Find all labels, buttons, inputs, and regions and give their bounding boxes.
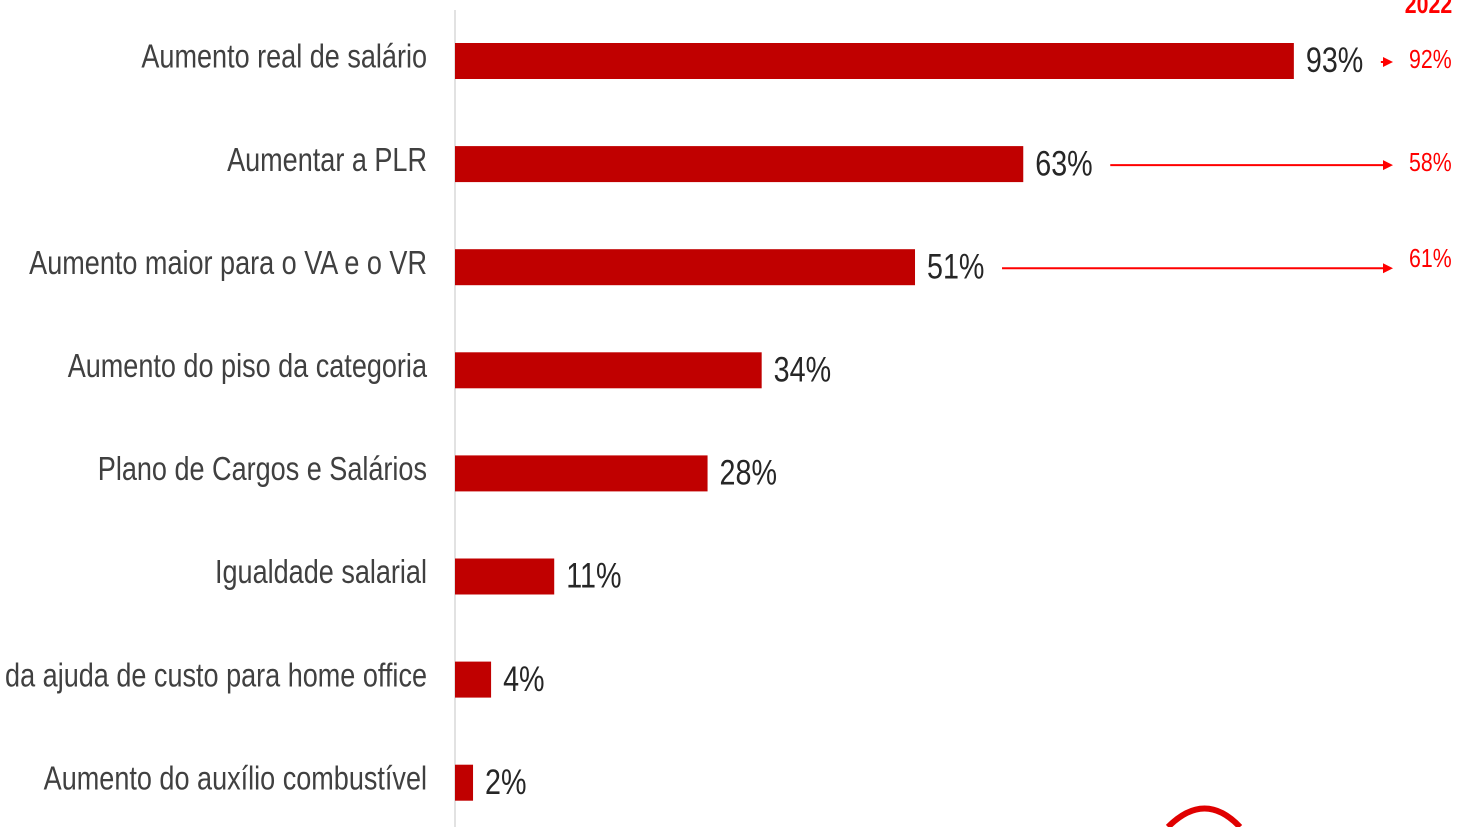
comparison-label: 61% [1409, 244, 1452, 274]
comparison-label: 92% [1409, 45, 1452, 75]
logo-arc [1165, 805, 1243, 827]
comparison-label: 58% [1409, 148, 1452, 178]
value-label: 34% [774, 350, 831, 389]
bar [455, 352, 762, 389]
category-label: Plano de Cargos e Salários [98, 452, 427, 488]
value-label: 51% [927, 247, 984, 286]
arrow-head [1383, 263, 1393, 274]
value-label: 93% [1306, 41, 1363, 80]
comparison-title: 2022 [1405, 0, 1452, 19]
bar [455, 764, 474, 801]
bar [455, 558, 555, 595]
value-label: 63% [1035, 144, 1092, 183]
bar [455, 661, 492, 698]
category-label: Aumento do piso da categoria [68, 349, 427, 385]
arrow-head [1383, 160, 1393, 171]
bar [455, 455, 708, 492]
category-label: Aumento do auxílio combustível [44, 761, 427, 797]
bar [455, 146, 1024, 183]
category-label: Aumento maior para o VA e o VR [29, 245, 427, 281]
value-label: 11% [566, 556, 621, 595]
category-label: Aumento real de salário [141, 39, 427, 75]
value-label: 4% [503, 659, 544, 698]
arrow-head [1383, 57, 1393, 67]
value-label: 2% [485, 762, 526, 801]
value-label: 28% [720, 453, 777, 492]
bar [455, 249, 916, 286]
category-label: Aumento da ajuda de custo para home offi… [0, 658, 427, 694]
category-label: Aumentar a PLR [227, 142, 427, 178]
bar [455, 43, 1294, 79]
category-label: Igualdade salarial [215, 555, 427, 591]
condensed-text: 2022 Aumento real de salário 93% 92% Aument… [0, 0, 1452, 802]
